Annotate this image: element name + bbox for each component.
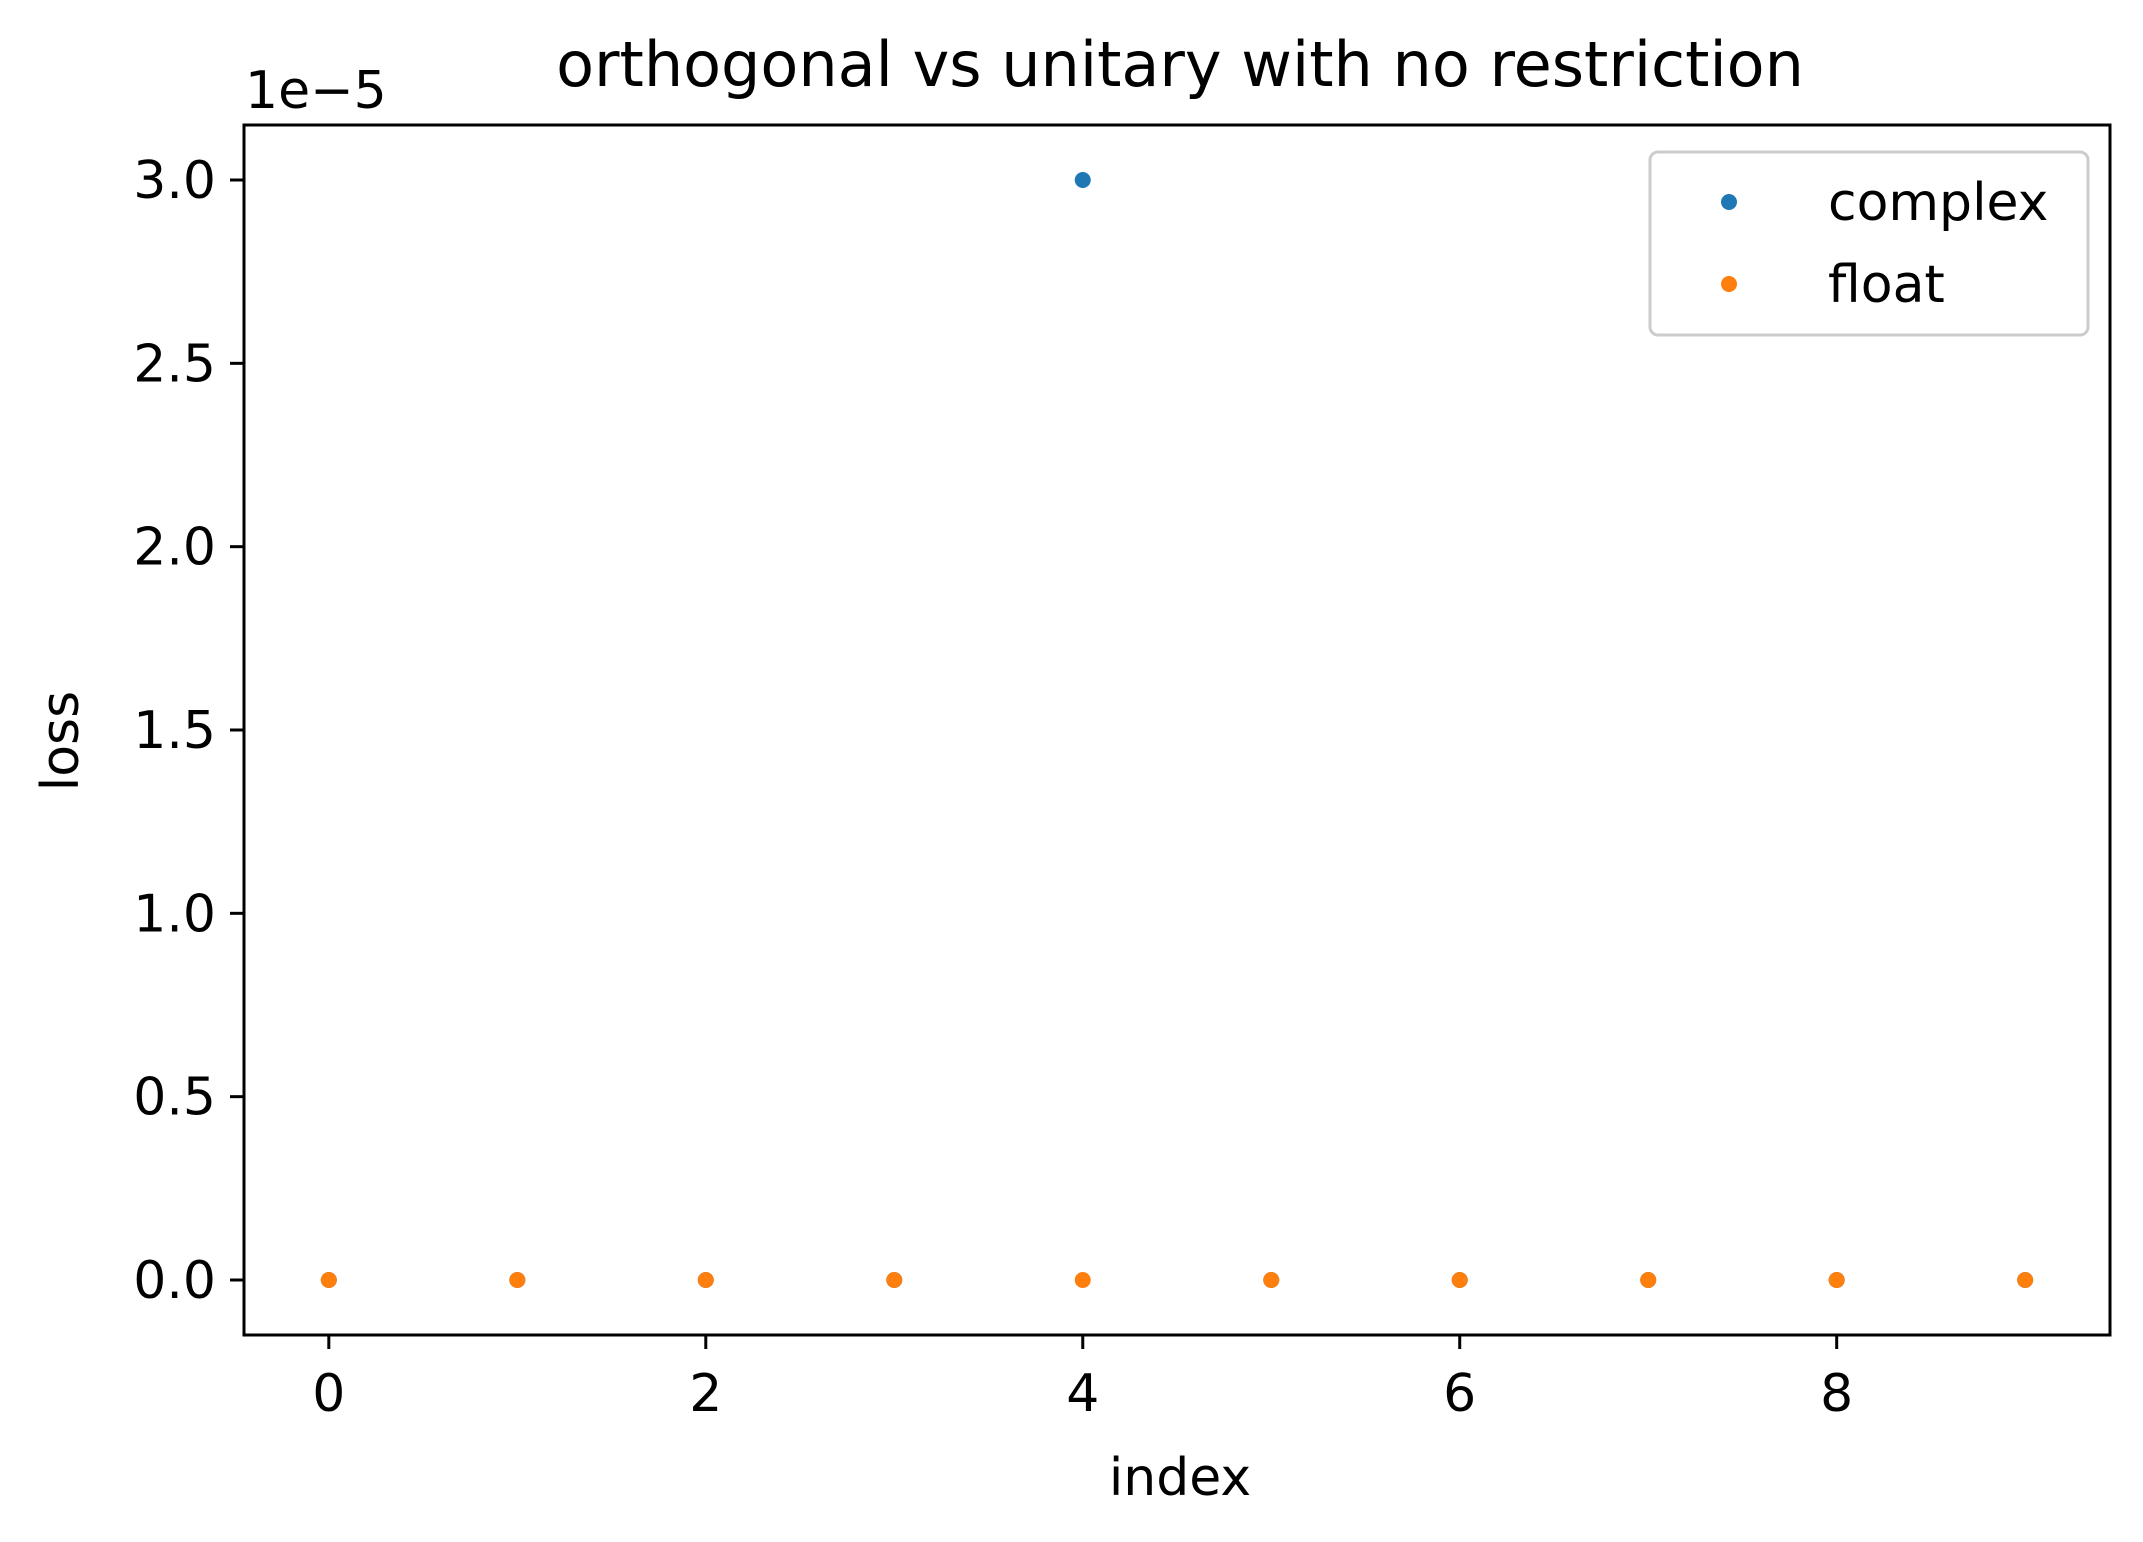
y-axis-offset-text: 1e−5 [245, 61, 387, 121]
data-point-complex [1074, 172, 1091, 188]
x-tick-label: 6 [1443, 1364, 1476, 1424]
data-point-float [2017, 1272, 2034, 1288]
x-tick-label: 4 [1066, 1364, 1099, 1424]
y-axis-label: loss [31, 691, 91, 791]
x-axis-ticks: 0 2 4 6 8 [312, 1335, 1853, 1424]
data-point-float [1074, 1272, 1091, 1288]
legend-marker-complex [1721, 194, 1737, 210]
x-axis-label: index [1109, 1448, 1251, 1508]
y-tick-label: 1.0 [133, 884, 216, 944]
y-tick-label: 2.5 [133, 334, 216, 394]
series-float [320, 1272, 2034, 1288]
y-tick-label: 1.5 [133, 701, 216, 761]
data-point-float [509, 1272, 526, 1288]
y-axis-ticks: 0.0 0.5 1.0 1.5 2.0 2.5 3.0 [133, 151, 244, 1311]
x-tick-label: 2 [689, 1364, 722, 1424]
legend-box [1648, 150, 2090, 337]
data-point-float [1263, 1272, 1280, 1288]
legend-label-float: float [1828, 255, 1945, 315]
data-point-float [1828, 1272, 1845, 1288]
legend: complex float [1648, 150, 2090, 337]
data-point-float [1640, 1272, 1657, 1288]
x-tick-label: 0 [312, 1364, 345, 1424]
data-point-float [1451, 1272, 1468, 1288]
legend-label-complex: complex [1828, 173, 2048, 233]
chart-title: orthogonal vs unitary with no restrictio… [556, 28, 1804, 101]
y-tick-label: 0.5 [133, 1068, 216, 1128]
x-tick-label: 8 [1820, 1364, 1853, 1424]
data-point-float [886, 1272, 903, 1288]
plot-area [320, 172, 2034, 1288]
data-point-float [320, 1272, 337, 1288]
legend-marker-float [1721, 276, 1737, 292]
y-tick-label: 2.0 [133, 518, 216, 578]
data-point-float [697, 1272, 714, 1288]
y-tick-label: 0.0 [133, 1251, 216, 1311]
y-tick-label: 3.0 [133, 151, 216, 211]
